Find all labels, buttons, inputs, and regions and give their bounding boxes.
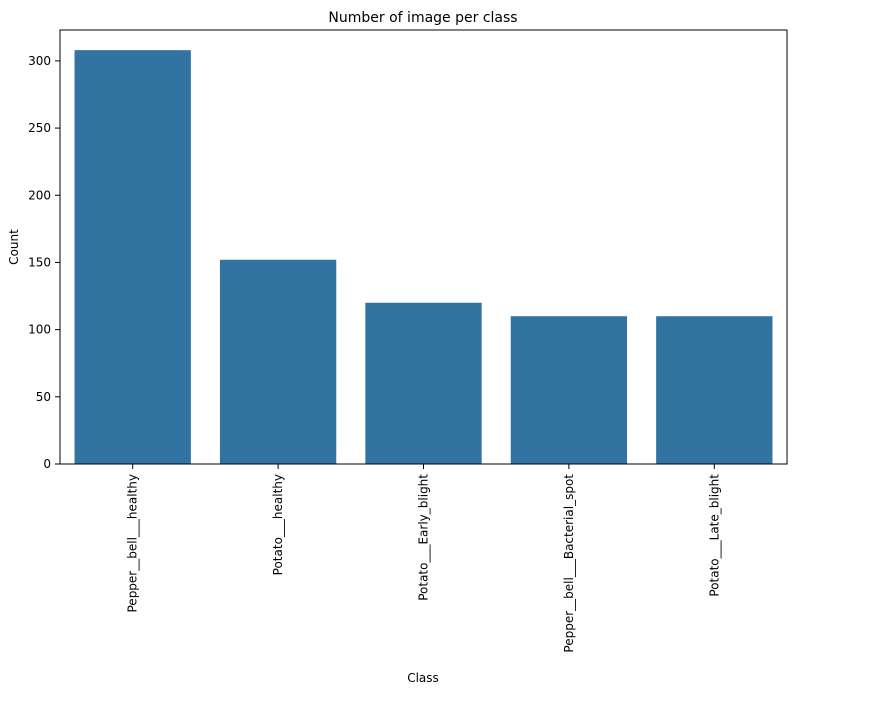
bar	[510, 316, 628, 464]
y-tick-label: 250	[28, 121, 51, 135]
x-tick-label: Pepper__bell___healthy	[126, 474, 140, 613]
plot-area	[74, 50, 773, 465]
x-axis-label: Class	[407, 671, 439, 685]
y-tick-label: 0	[43, 457, 51, 471]
y-tick-label: 100	[28, 323, 51, 337]
y-axis: 0 50 100 150 200 250 300	[28, 54, 60, 471]
x-tick-label: Potato___healthy	[271, 474, 285, 575]
y-tick-label: 200	[28, 188, 51, 202]
bar	[656, 316, 773, 464]
y-tick-label: 50	[36, 390, 51, 404]
x-tick-label: Pepper__bell___Bacterial_spot	[562, 474, 576, 653]
bar	[219, 259, 337, 464]
bar	[74, 50, 191, 465]
y-tick-label: 150	[28, 255, 51, 269]
bar	[365, 302, 482, 464]
y-axis-label: Count	[7, 229, 21, 265]
x-tick-label: Potato___Early_blight	[417, 474, 431, 601]
x-axis: Pepper__bell___healthy Potato___healthy Po…	[126, 464, 721, 653]
x-tick-label: Potato___Late_blight	[707, 474, 721, 597]
chart-title: Number of image per class	[328, 10, 517, 26]
y-tick-label: 300	[28, 54, 51, 68]
